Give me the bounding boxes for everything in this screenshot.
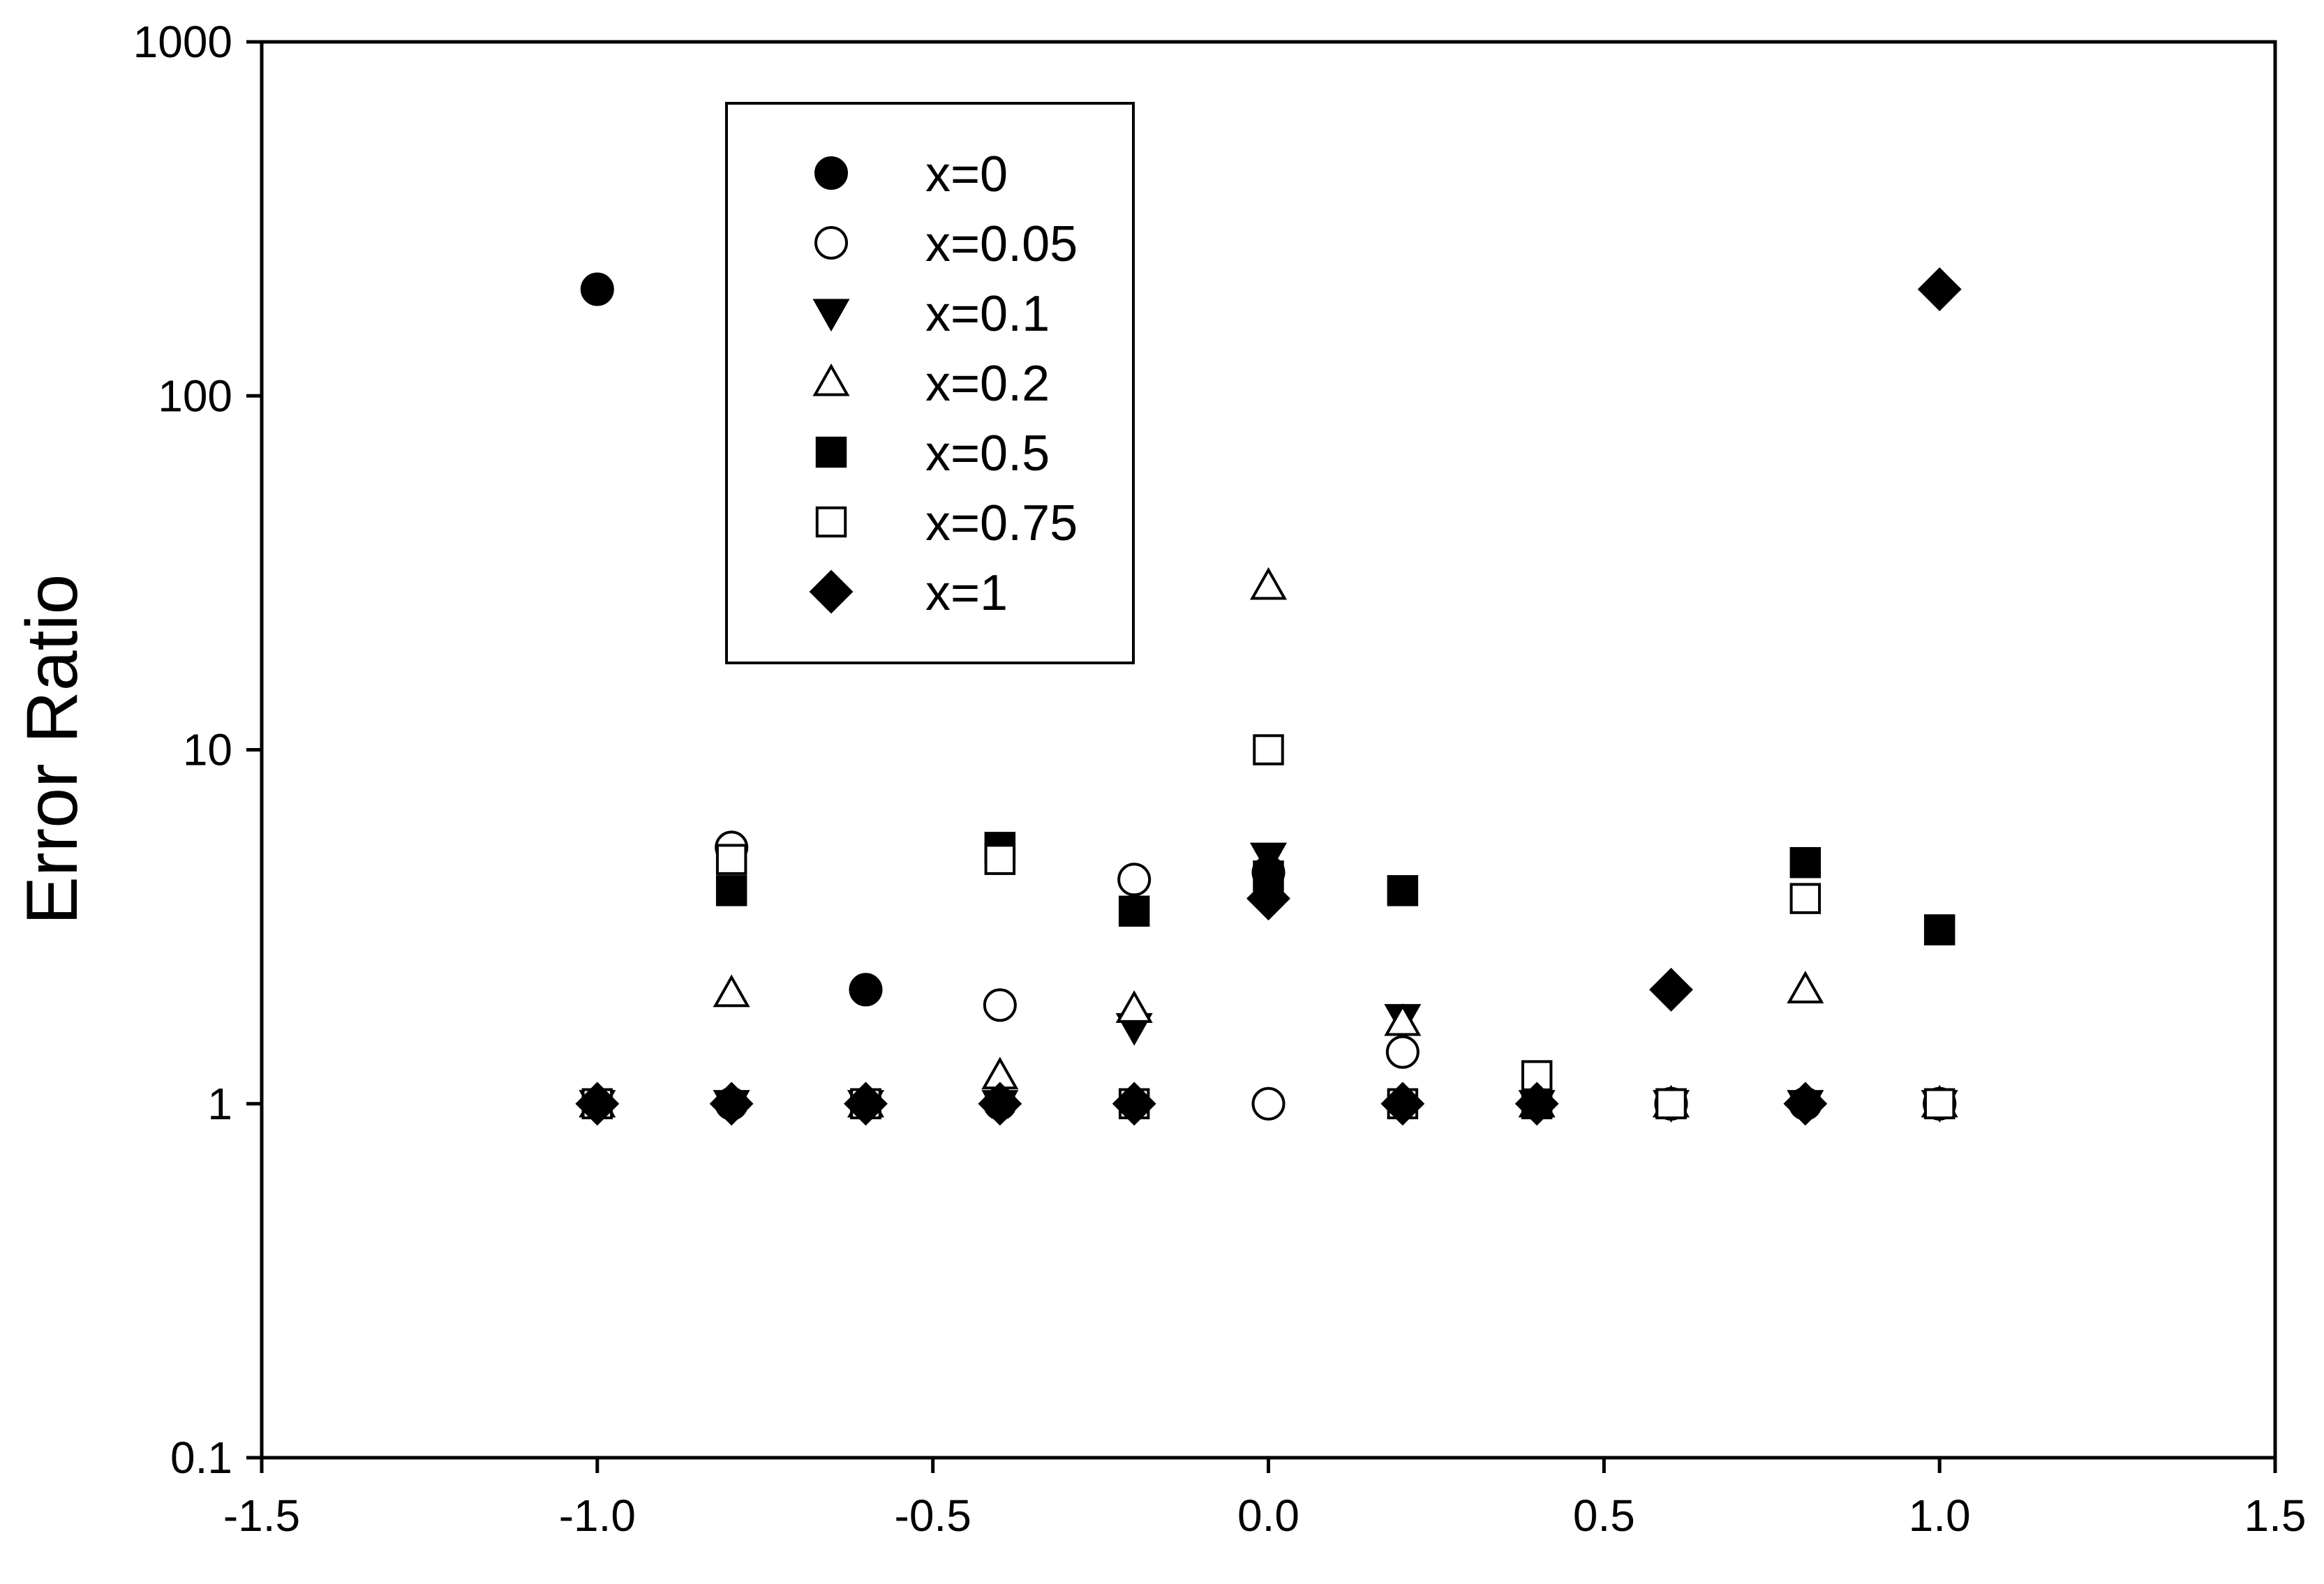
data-point bbox=[983, 988, 1017, 1022]
data-point bbox=[1117, 862, 1152, 897]
data-point bbox=[1249, 567, 1288, 600]
x-tick-label: -1.0 bbox=[559, 1490, 636, 1541]
data-point bbox=[1789, 883, 1822, 914]
legend-marker bbox=[814, 156, 848, 190]
data-point bbox=[1917, 267, 1962, 311]
y-tick-label: 0.1 bbox=[170, 1433, 232, 1483]
data-point bbox=[1649, 967, 1693, 1012]
legend: x=0 x=0.05 x=0.1 x=0.2 x=0.5 x=0.75 x=1 bbox=[725, 102, 1135, 664]
legend-label: x=0.75 bbox=[925, 495, 1078, 551]
legend-marker bbox=[812, 299, 850, 332]
data-point bbox=[1380, 1082, 1425, 1126]
legend-marker bbox=[815, 506, 847, 538]
x-tick-label: 1.0 bbox=[1909, 1490, 1971, 1541]
data-point bbox=[1514, 1082, 1559, 1126]
data-point bbox=[1251, 1086, 1286, 1121]
data-point bbox=[1246, 876, 1290, 921]
data-point bbox=[575, 1082, 620, 1126]
legend-label: x=1 bbox=[925, 565, 1008, 621]
data-point bbox=[1923, 1088, 1956, 1119]
legend-box bbox=[725, 102, 1135, 664]
data-point bbox=[1387, 875, 1419, 906]
legend-label: x=0.2 bbox=[925, 356, 1050, 412]
data-point bbox=[715, 875, 747, 906]
x-tick-label: -0.5 bbox=[895, 1490, 971, 1541]
data-point bbox=[978, 1082, 1022, 1126]
data-point bbox=[1923, 914, 1956, 946]
data-point bbox=[984, 844, 1016, 875]
data-point bbox=[713, 974, 750, 1008]
y-tick-label: 10 bbox=[183, 725, 232, 775]
legend-label: x=0.05 bbox=[925, 216, 1078, 272]
data-point bbox=[1115, 990, 1153, 1023]
x-axis: -1.5 -1.0 -0.5 0.0 0.5 1.0 1.5 bbox=[223, 1458, 2307, 1541]
data-point bbox=[580, 272, 614, 306]
data-point bbox=[1253, 734, 1284, 765]
legend-marker bbox=[814, 226, 848, 260]
data-point bbox=[1655, 1088, 1687, 1119]
data-point bbox=[849, 973, 883, 1007]
data-point bbox=[1787, 971, 1824, 1003]
x-tick-label: 0.0 bbox=[1237, 1490, 1299, 1541]
y-axis: 0.1 1 10 100 1000 bbox=[133, 17, 262, 1483]
data-points bbox=[575, 267, 1962, 1126]
legend-label: x=0.5 bbox=[925, 426, 1050, 481]
x-tick-label: 0.5 bbox=[1573, 1490, 1635, 1541]
x-tick-label: -1.5 bbox=[223, 1490, 300, 1541]
data-point bbox=[1384, 1003, 1422, 1036]
data-point bbox=[709, 1082, 754, 1126]
y-tick-label: 100 bbox=[158, 371, 232, 421]
data-point bbox=[1783, 1082, 1828, 1126]
legend-marker bbox=[812, 363, 850, 396]
legend-marker bbox=[815, 436, 847, 468]
data-point bbox=[1118, 895, 1150, 927]
legend-label: x=0.1 bbox=[925, 286, 1050, 342]
data-point bbox=[1789, 846, 1822, 879]
data-point bbox=[1249, 842, 1288, 876]
data-point bbox=[1112, 1082, 1156, 1126]
data-point bbox=[715, 844, 747, 875]
y-axis-title: Error Ratio bbox=[12, 574, 93, 925]
x-tick-label: 1.5 bbox=[2244, 1490, 2307, 1541]
legend-marker bbox=[809, 569, 854, 614]
y-tick-label: 1000 bbox=[133, 17, 232, 67]
y-tick-label: 1 bbox=[207, 1079, 232, 1129]
data-point bbox=[1385, 1035, 1420, 1069]
data-point bbox=[844, 1082, 888, 1126]
legend-label: x=0 bbox=[925, 147, 1008, 202]
